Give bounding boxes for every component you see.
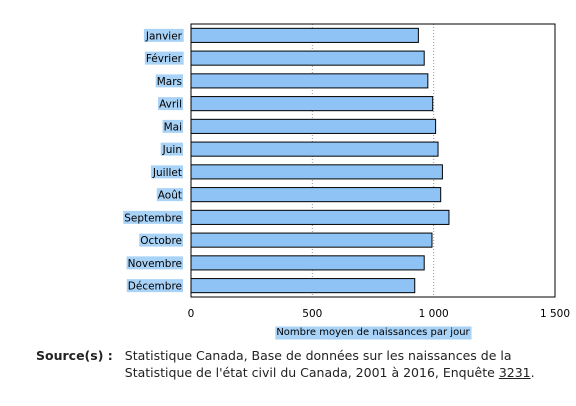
bar-11 (190, 278, 416, 294)
category-label-highlight (160, 142, 183, 156)
source-body: Statistique Canada, Base de données sur … (124, 348, 512, 380)
bar-9 (190, 232, 433, 248)
category-label-group: Octobre (139, 233, 183, 247)
x-tick-label: 500 (302, 308, 322, 320)
category-label-highlight (126, 279, 183, 293)
category-label-group: Avril (158, 97, 183, 111)
bars (190, 27, 450, 294)
category-label-highlight (144, 51, 184, 65)
bar-6 (190, 164, 443, 180)
x-axis-label: Nombre moyen de naissances par jour (276, 327, 470, 338)
category-label-highlight (162, 119, 183, 133)
category-label-highlight (143, 28, 184, 42)
category-label-group: Janvier (143, 28, 184, 42)
plot-area (190, 23, 556, 298)
category-label-highlight (126, 256, 183, 270)
category-label-group: Mars (155, 74, 183, 88)
category-label-group: Septembre (123, 210, 183, 224)
gridlines (311, 24, 435, 297)
category-label-highlight (155, 74, 183, 88)
x-axis-label-group: Nombre moyen de naissances par jour (275, 326, 472, 340)
x-axis-label-highlight (275, 326, 472, 340)
x-tick-label: 0 (188, 308, 195, 320)
category-label: Avril (159, 99, 182, 111)
category-label-highlight (150, 165, 183, 179)
category-label-highlight (158, 97, 183, 111)
bar-8 (190, 209, 450, 225)
bar-0 (190, 27, 419, 43)
x-tick-labels: 0 500 1 000 1 500 (188, 308, 570, 320)
category-label: Août (158, 190, 182, 202)
category-label: Mars (157, 76, 182, 88)
category-label: Mai (164, 121, 182, 133)
survey-link[interactable]: 3231 (498, 365, 531, 380)
category-label-highlight (139, 233, 183, 247)
bar-4 (190, 118, 437, 134)
source-label: Source(s) : (36, 348, 113, 363)
bar-5 (190, 141, 439, 157)
category-label-group: Juillet (150, 165, 183, 179)
bar-7 (190, 187, 442, 203)
source-text: Statistique Canada, Base de données sur … (125, 347, 566, 381)
category-label-highlight (156, 188, 183, 202)
bar-1 (190, 50, 425, 66)
category-label-group: Mai (162, 119, 183, 133)
category-labels: Janvier Février Mars Avril Mai Juin Juillet Aoû… (123, 28, 184, 293)
bar-chart: Janvier Février Mars Avril Mai Juin Juillet Aoû… (123, 23, 570, 340)
category-label-group: Février (144, 51, 184, 65)
x-tick-label: 1 000 (419, 308, 449, 320)
bar-2 (190, 73, 429, 89)
category-label-group: Décembre (126, 279, 183, 293)
bar-10 (190, 255, 425, 271)
category-label-highlight (123, 210, 183, 224)
bar-3 (190, 96, 434, 112)
category-label: Novembre (128, 258, 182, 270)
chart-container: Janvier Février Mars Avril Mai Juin Juillet Aoû… (123, 23, 570, 340)
category-label: Janvier (145, 30, 183, 42)
category-label-group: Novembre (126, 256, 183, 270)
source-note: Source(s) : Statistique Canada, Base de … (36, 347, 566, 381)
category-label: Juin (162, 144, 182, 156)
category-label-group: Juin (160, 142, 183, 156)
category-label-group: Août (156, 188, 183, 202)
category-label: Juillet (152, 167, 182, 179)
category-label: Septembre (124, 212, 182, 224)
category-label: Décembre (128, 281, 182, 293)
category-label: Février (146, 53, 183, 65)
category-label: Octobre (140, 235, 182, 247)
x-tick-label: 1 500 (540, 308, 570, 320)
source-suffix: . (530, 365, 535, 380)
